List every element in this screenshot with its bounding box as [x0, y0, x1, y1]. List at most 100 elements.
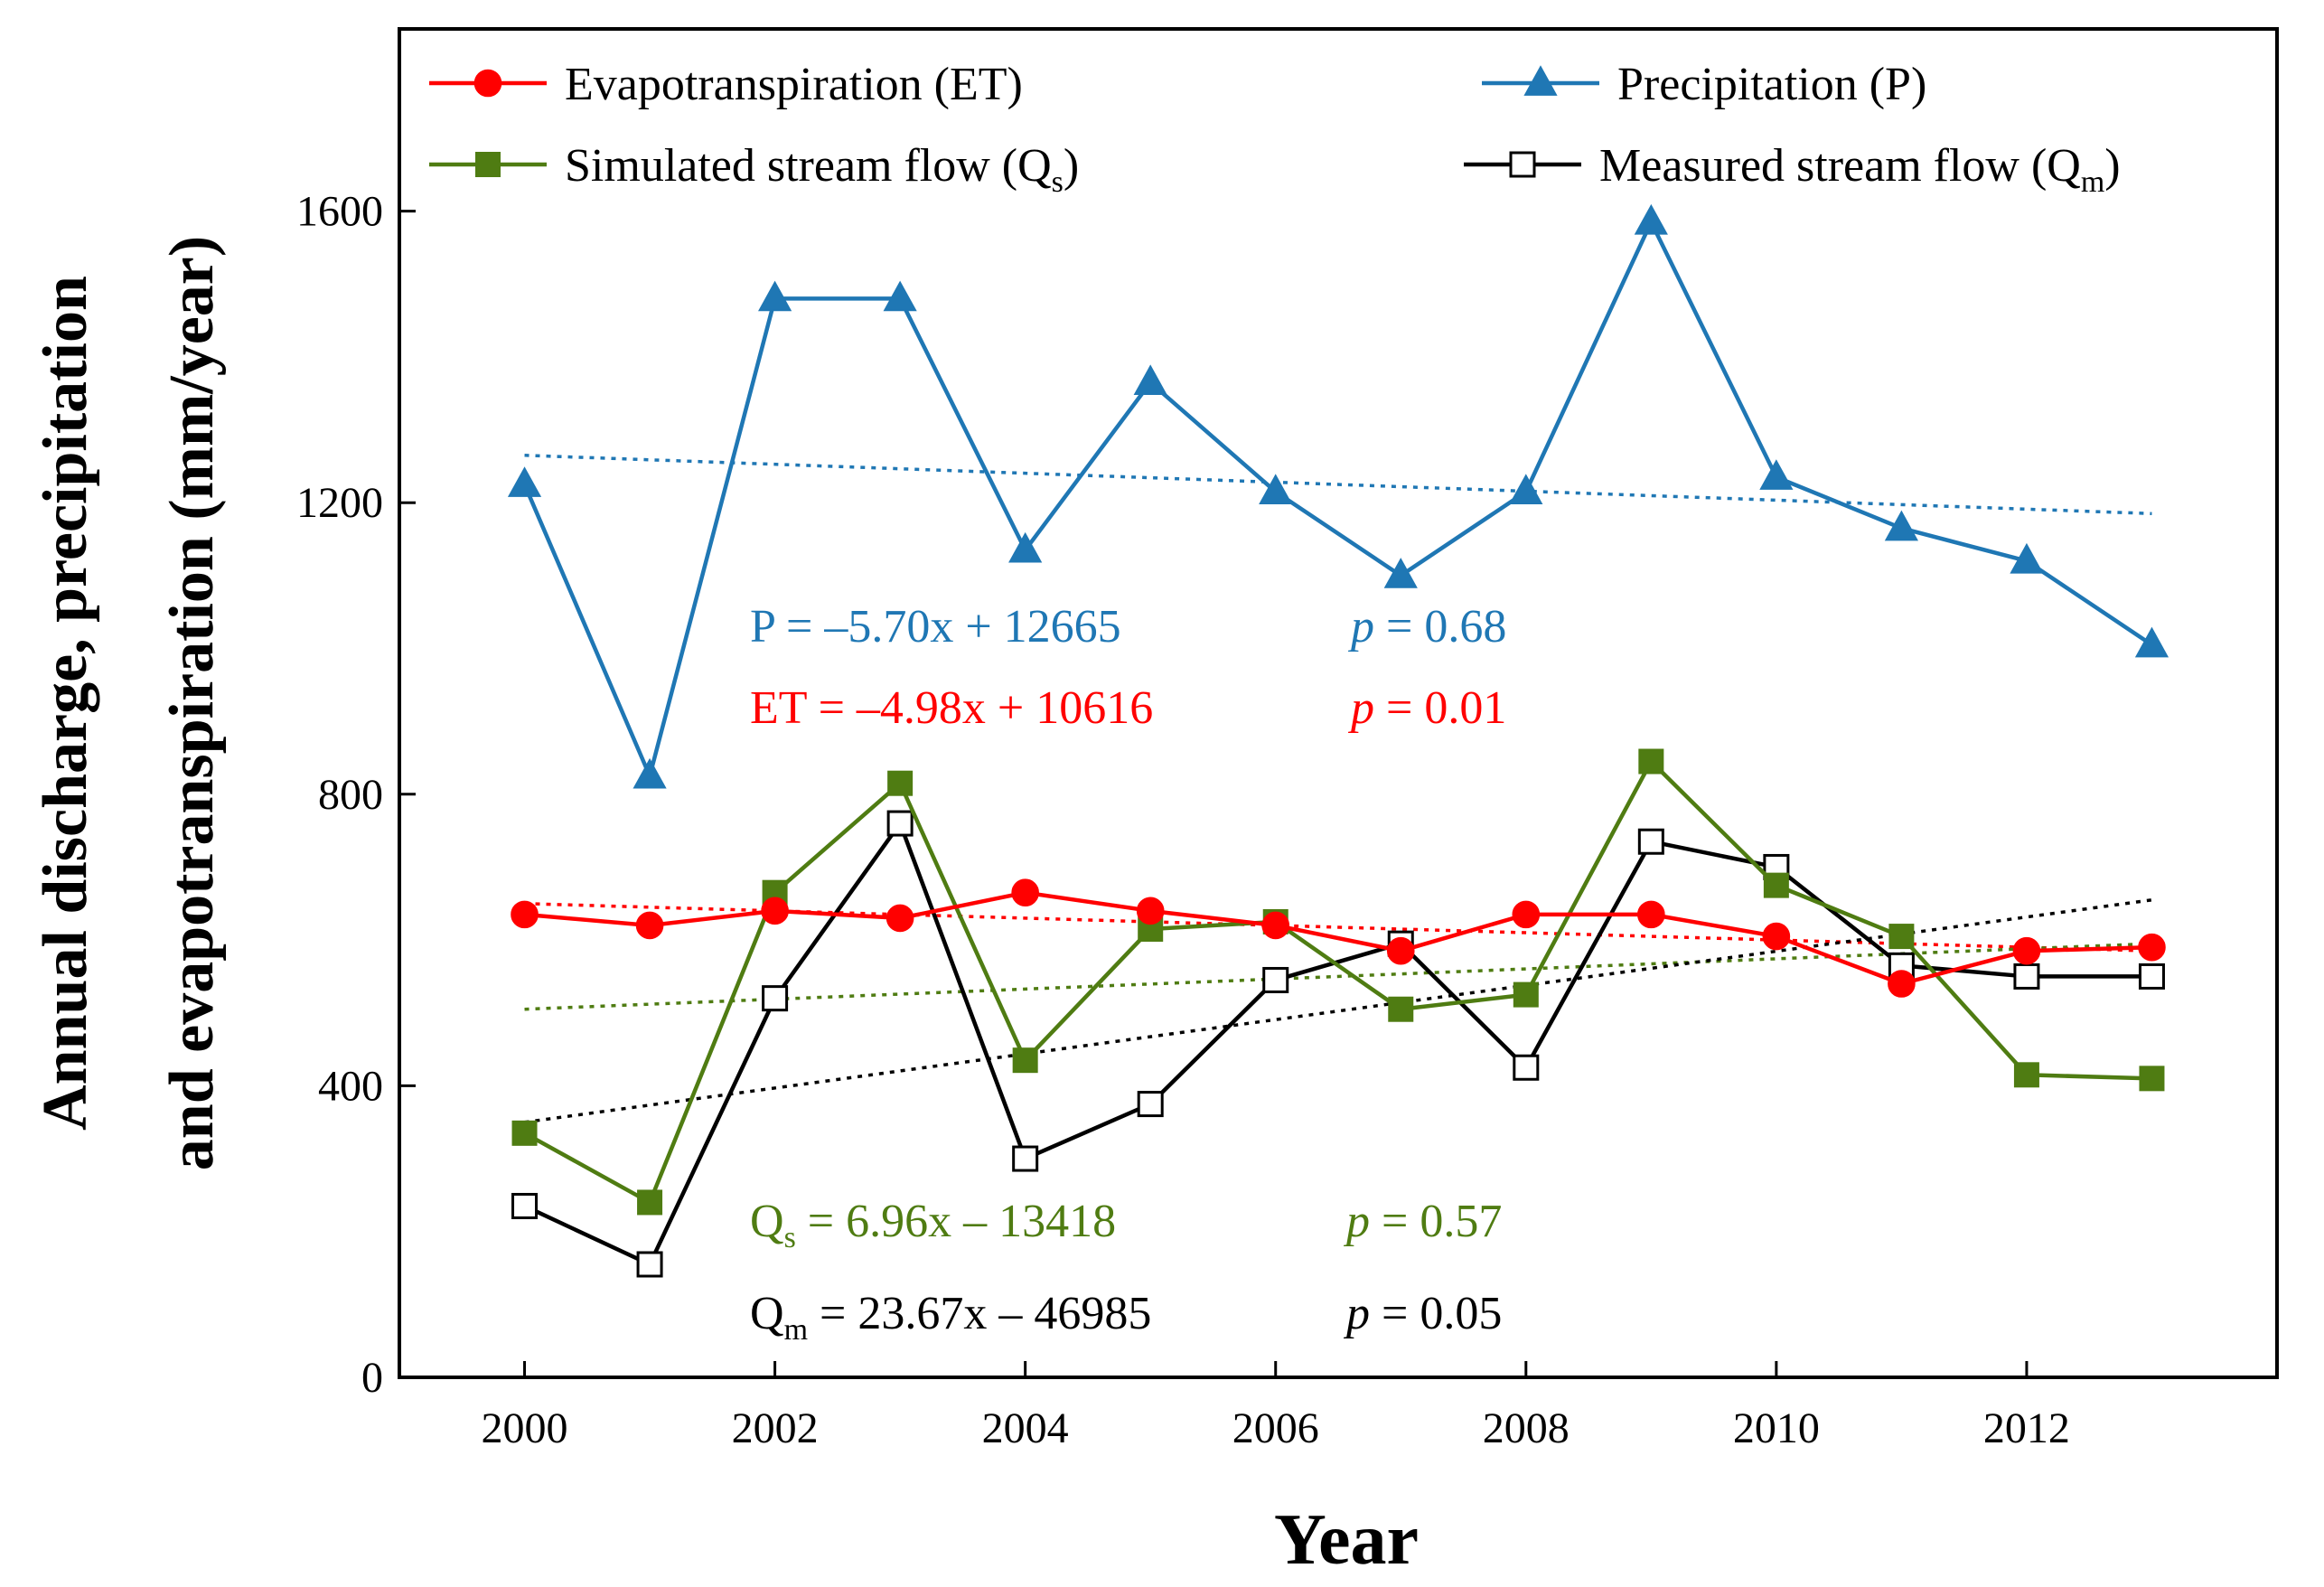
data-point-qs: [1388, 996, 1414, 1022]
annotation-qs: Qs = 6.96x – 13418 p = 0.57: [750, 1196, 1502, 1254]
x-tick-label: 2008: [1483, 1404, 1570, 1452]
data-point-qm: [511, 1192, 539, 1219]
data-point-qs: [1513, 981, 1539, 1008]
data-point-et: [1512, 900, 1541, 929]
series-p: [507, 203, 2169, 789]
data-point-p: [1759, 459, 1794, 490]
annotation-qm: Qm = 23.67x – 46985 p = 0.05: [750, 1288, 1502, 1347]
data-point-p: [758, 280, 792, 312]
data-point-qm: [2138, 963, 2165, 990]
legend-item-qs: Simulated stream flow (Qs): [429, 140, 1079, 199]
y-axis-title-line2: and evapotranspiration (mm/year): [157, 236, 227, 1170]
data-point-p: [2134, 626, 2169, 658]
x-tick-label: 2000: [482, 1404, 568, 1452]
x-tick-label: 2004: [982, 1404, 1069, 1452]
legend-label-p: Precipitation (P): [1617, 59, 1926, 110]
annotation-pvalue-p: p = 0.68: [1347, 601, 1506, 653]
data-point-qm: [1262, 966, 1289, 993]
series-line-qs: [523, 759, 2152, 1205]
data-point-qm: [2013, 963, 2040, 990]
legend-item-qm: Measured stream flow (Qm): [1464, 140, 2121, 199]
data-point-qs: [2013, 1062, 2039, 1088]
data-point-et: [886, 904, 914, 933]
series-group: [507, 203, 2169, 1278]
data-point-p: [1259, 474, 1293, 504]
trend-lines: [524, 454, 2152, 1124]
data-point-et: [761, 897, 789, 925]
y-axis: 0 400 800 1200 1600: [296, 188, 416, 1402]
x-tick-label: 2002: [732, 1404, 819, 1452]
data-point-et: [511, 900, 539, 929]
legend-marker-qs: [475, 152, 501, 177]
data-point-qm: [886, 810, 914, 837]
legend-marker-et: [473, 69, 502, 98]
data-point-et: [1261, 911, 1290, 940]
annotation-equation-qm: Qm = 23.67x – 46985: [750, 1288, 1151, 1347]
data-point-qs: [511, 1120, 538, 1146]
y-tick-label: 0: [361, 1354, 383, 1402]
data-point-qm: [1513, 1054, 1540, 1081]
y-tick-label: 1200: [296, 479, 383, 527]
data-point-et: [2012, 936, 2041, 965]
legend-label-qm: Measured stream flow (Qm): [1599, 140, 2121, 199]
plot-frame: [398, 27, 2279, 1379]
x-axis: 2000 2002 2004 2006 2008 2010 2012: [482, 1361, 2070, 1452]
legend: Evapotranspiration (ET) Precipitation (P)…: [429, 59, 2121, 199]
y-tick-label: 800: [318, 771, 383, 819]
data-point-p: [1884, 510, 1918, 541]
data-point-qm: [636, 1251, 663, 1278]
data-point-qs: [1012, 1047, 1038, 1074]
x-tick-label: 2006: [1232, 1404, 1319, 1452]
data-point-et: [1762, 922, 1791, 951]
series-line-et: [524, 890, 2152, 986]
data-point-et: [1637, 900, 1665, 929]
data-point-p: [1509, 474, 1543, 504]
trend-line-qm: [524, 898, 2152, 1124]
annotation-pvalue-qs: p = 0.57: [1343, 1196, 1502, 1247]
data-point-p: [1133, 364, 1167, 396]
x-axis-title: Year: [1274, 1500, 1419, 1580]
trend-line-p: [524, 454, 2152, 516]
data-point-et: [635, 911, 664, 940]
data-point-qs: [1638, 748, 1664, 775]
data-point-p: [1008, 531, 1043, 563]
data-point-et: [1386, 936, 1415, 965]
data-point-qs: [887, 770, 914, 796]
data-point-p: [2010, 542, 2044, 574]
series-line-qm: [523, 821, 2152, 1267]
data-point-p: [1634, 203, 1668, 235]
annotation-equation-et: ET = –4.98x + 10616: [750, 682, 1153, 734]
x-tick-label: 2010: [1733, 1404, 1820, 1452]
annotation-pvalue-qm: p = 0.05: [1343, 1288, 1502, 1339]
data-point-qs: [637, 1189, 663, 1216]
data-point-et: [2138, 933, 2166, 962]
legend-marker-p: [1523, 65, 1558, 96]
data-point-p: [883, 280, 917, 312]
y-tick-label: 1600: [296, 188, 383, 236]
data-point-qs: [1763, 872, 1789, 898]
annotation-equation-qs: Qs = 6.96x – 13418: [750, 1196, 1116, 1254]
annotation-et: ET = –4.98x + 10616 p = 0.01: [750, 682, 1506, 734]
series-line-p: [522, 220, 2153, 778]
regression-annotations: P = –5.70x + 12665 p = 0.68 ET = –4.98x + …: [750, 601, 1506, 1347]
data-point-et: [1136, 897, 1165, 925]
x-tick-label: 2012: [1983, 1404, 2070, 1452]
annotation-pvalue-et: p = 0.01: [1347, 682, 1506, 734]
series-qm: [511, 810, 2165, 1278]
data-point-et: [1888, 970, 1916, 998]
legend-label-qs: Simulated stream flow (Qs): [565, 140, 1079, 199]
data-point-qm: [1137, 1091, 1164, 1118]
data-point-p: [1383, 558, 1418, 588]
data-point-et: [1011, 878, 1039, 906]
data-point-qm: [1637, 828, 1664, 855]
data-point-qs: [1888, 924, 1915, 950]
data-point-qm: [1012, 1145, 1039, 1172]
data-point-p: [507, 466, 542, 497]
legend-marker-qm: [1509, 151, 1536, 178]
y-tick-label: 400: [318, 1062, 383, 1110]
y-axis-title-line1: Annual discharge, precipitation: [31, 276, 100, 1131]
legend-item-p: Precipitation (P): [1482, 59, 1926, 110]
legend-label-et: Evapotranspiration (ET): [565, 59, 1023, 110]
series-et: [511, 878, 2166, 998]
